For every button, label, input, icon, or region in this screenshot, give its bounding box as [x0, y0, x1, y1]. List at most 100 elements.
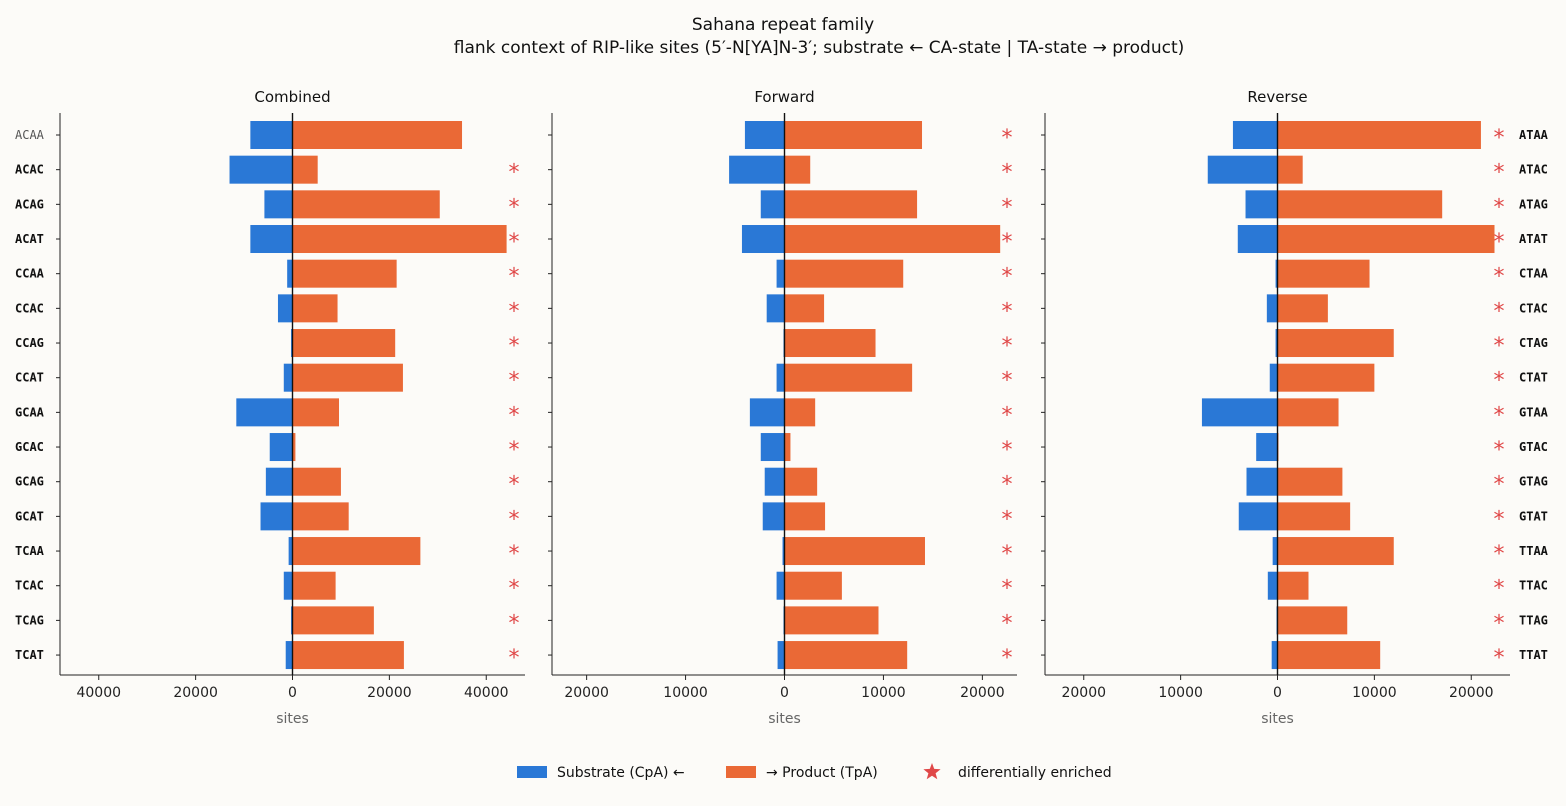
bar-product-TCAA — [292, 537, 421, 566]
enriched-star-CTAT: * — [1494, 369, 1505, 394]
enriched-star-CTAA: * — [1494, 265, 1505, 290]
bar-substrate-TCAC — [283, 571, 293, 600]
bar-substrate-GCAA — [749, 398, 785, 427]
panels-group: Combined 40000 20000 0 20000 40000 sites ACAA * A… — [15, 88, 1549, 727]
category-label-GTAC: GTAC — [1519, 440, 1548, 454]
bar-substrate-ACAC — [729, 155, 785, 184]
enriched-star-ACAG: * — [1002, 195, 1013, 220]
bar-substrate-CCAC — [277, 294, 293, 323]
bar-substrate-CCAT — [776, 363, 785, 392]
bar-product-CCAC — [292, 294, 338, 323]
bar-product-TCAT — [784, 641, 908, 670]
bar-substrate-GCAA — [236, 398, 293, 427]
bar-product-TCAC — [292, 571, 336, 600]
bar-substrate-ACAA — [744, 121, 785, 149]
x-tick-label: 40000 — [76, 685, 121, 701]
category-label-CCAG: CCAG — [15, 336, 44, 350]
category-label-TCAA: TCAA — [15, 544, 45, 558]
category-label-CCAA: CCAA — [15, 267, 45, 281]
bar-substrate-GTAT — [1238, 502, 1278, 531]
enriched-star-ACAC: * — [509, 161, 520, 186]
bar-substrate-TCAT — [777, 641, 785, 670]
bar-product-ACAT — [292, 225, 507, 254]
enriched-star-GTAA: * — [1494, 403, 1505, 428]
bar-product-CCAC — [784, 294, 825, 323]
enriched-star-TCAC: * — [509, 577, 520, 602]
bar-product-GTAA — [1277, 398, 1339, 427]
bar-product-ACAC — [292, 155, 318, 184]
bar-substrate-ATAT — [1237, 225, 1278, 254]
bar-product-TTAC — [1277, 571, 1309, 600]
bar-product-GCAT — [292, 502, 349, 531]
x-tick-label: 10000 — [1158, 685, 1203, 701]
x-tick-label: 0 — [288, 685, 297, 701]
enriched-star-CCAA: * — [1002, 265, 1013, 290]
bar-substrate-TCAA — [782, 537, 785, 566]
bar-substrate-ACAC — [229, 155, 293, 184]
bar-product-ATAG — [1277, 190, 1443, 219]
category-label-TTAA: TTAA — [1519, 544, 1549, 558]
enriched-star-GCAA: * — [1002, 403, 1013, 428]
category-label-TCAG: TCAG — [15, 613, 44, 627]
category-label-CCAC: CCAC — [15, 301, 44, 315]
enriched-star-ATAG: * — [1494, 195, 1505, 220]
x-axis-label: sites — [768, 711, 801, 727]
bar-substrate-CTAG — [1275, 329, 1278, 358]
enriched-star-ACAA: * — [1002, 126, 1013, 151]
panel-title: Combined — [254, 88, 330, 106]
panel-combined: Combined 40000 20000 0 20000 40000 sites ACAA * A… — [15, 88, 525, 727]
bar-product-CCAG — [292, 329, 396, 358]
bar-substrate-ACAG — [264, 190, 293, 219]
bar-product-GCAG — [292, 467, 341, 496]
category-label-ATAG: ATAG — [1519, 197, 1548, 211]
category-label-TTAT: TTAT — [1519, 648, 1548, 662]
bar-product-TTAT — [1277, 641, 1381, 670]
bar-substrate-ATAG — [1245, 190, 1278, 219]
bar-product-ATAC — [1277, 155, 1303, 184]
category-label-ATAT: ATAT — [1519, 232, 1548, 246]
bar-product-CCAT — [292, 363, 403, 392]
enriched-star-TCAG: * — [509, 611, 520, 636]
bar-substrate-TTAA — [1272, 537, 1278, 566]
bar-product-ATAT — [1277, 225, 1495, 254]
bar-product-GCAA — [292, 398, 339, 427]
bar-substrate-GCAG — [764, 467, 785, 496]
category-label-GCAC: GCAC — [15, 440, 44, 454]
bar-product-GCAA — [784, 398, 816, 427]
bar-substrate-ACAT — [741, 225, 785, 254]
x-tick-label: 20000 — [1061, 685, 1106, 701]
panel-reverse: Reverse 20000 10000 0 10000 20000 sites * ATAA * A… — [1041, 88, 1549, 727]
enriched-star-GCAG: * — [1002, 473, 1013, 498]
enriched-star-TCAG: * — [1002, 611, 1013, 636]
bar-substrate-TTAC — [1267, 571, 1278, 600]
bar-product-CCAA — [292, 259, 397, 288]
legend-label-enriched: differentially enriched — [958, 765, 1112, 781]
bar-product-ACAG — [784, 190, 918, 219]
bar-product-CTAA — [1277, 259, 1370, 288]
enriched-star-CCAT: * — [1002, 369, 1013, 394]
bar-substrate-CTAT — [1269, 363, 1278, 392]
category-label-ACAT: ACAT — [15, 232, 44, 246]
bar-product-ACAA — [784, 121, 923, 149]
chart-title: Sahana repeat family — [692, 15, 874, 35]
panel-forward: Forward 20000 10000 0 10000 20000 sites * * * * * * *… — [548, 88, 1017, 727]
x-tick-label: 10000 — [1352, 685, 1397, 701]
enriched-star-ATAT: * — [1494, 230, 1505, 255]
x-tick-label: 20000 — [960, 685, 1005, 701]
x-tick-label: 0 — [780, 685, 789, 701]
category-label-TTAG: TTAG — [1519, 613, 1548, 627]
category-label-CTAG: CTAG — [1519, 336, 1548, 350]
enriched-star-CCAG: * — [1002, 334, 1013, 359]
enriched-star-CCAA: * — [509, 265, 520, 290]
x-tick-label: 10000 — [861, 685, 906, 701]
chart-subtitle: flank context of RIP-like sites (5′-N[YA… — [454, 38, 1185, 58]
enriched-star-CCAG: * — [509, 334, 520, 359]
bar-substrate-ACAA — [250, 121, 293, 149]
enriched-star-CCAC: * — [1002, 299, 1013, 324]
bar-product-GTAT — [1277, 502, 1351, 531]
category-label-GTAG: GTAG — [1519, 475, 1548, 489]
legend-swatch-product — [726, 766, 756, 778]
bar-substrate-ACAG — [760, 190, 785, 219]
x-axis-label: sites — [276, 711, 309, 727]
